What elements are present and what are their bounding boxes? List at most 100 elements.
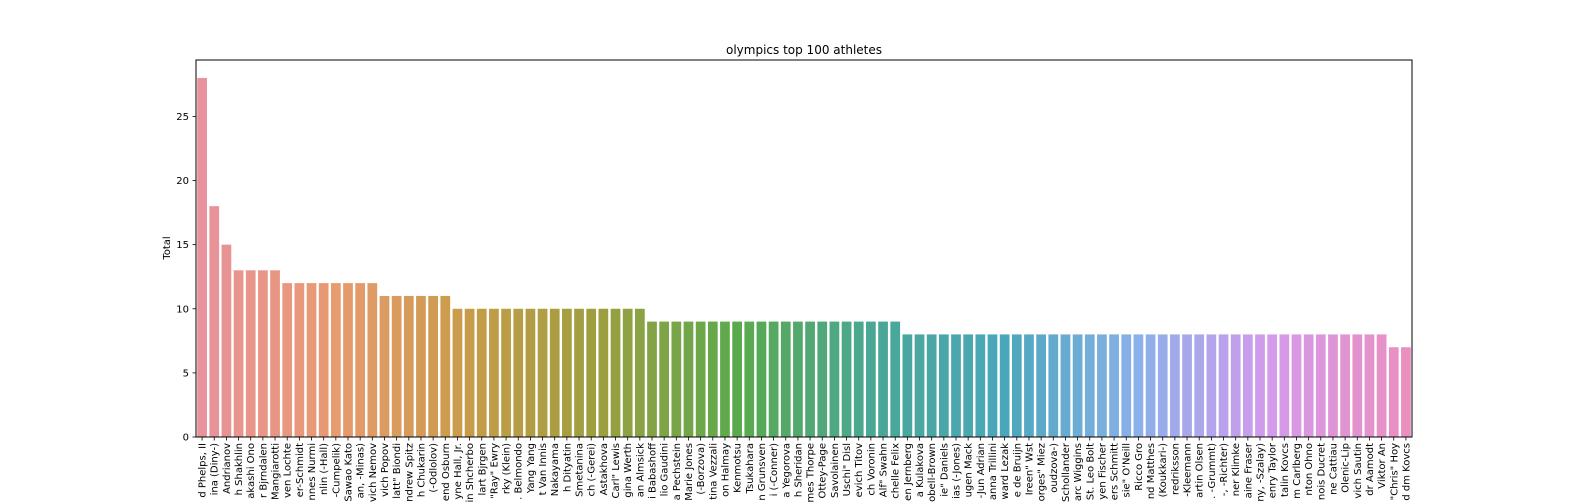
bar-37 — [647, 321, 657, 437]
y-tick-label-5: 25 — [176, 112, 189, 123]
bar-1 — [209, 206, 220, 437]
x-tick-label-53: Uschi" Disl — [842, 443, 853, 496]
x-tick-label-97: Viktor An — [1377, 443, 1388, 489]
y-tick-label-3: 15 — [176, 240, 189, 251]
x-tick-label-85: ner Klimke — [1231, 443, 1242, 496]
bar-90 — [1291, 334, 1302, 437]
bar-91 — [1303, 334, 1314, 437]
x-tick-label-32: ch (-Gerei) — [587, 443, 598, 497]
x-tick-label-43: on Halmay — [720, 443, 731, 497]
x-tick-label-31: Smetanina — [575, 443, 586, 497]
x-tick-label-48: a Yegorova — [781, 443, 792, 498]
bar-59 — [914, 334, 925, 437]
bar-86 — [1242, 334, 1253, 437]
bar-12 — [343, 283, 353, 437]
bar-68 — [1024, 334, 1034, 437]
bar-20 — [440, 295, 451, 437]
bar-76 — [1121, 334, 1132, 437]
bar-17 — [403, 295, 414, 437]
bar-49 — [793, 321, 803, 437]
bar-96 — [1364, 334, 1375, 437]
x-tick-label-84: -, -Richter) — [1219, 443, 1230, 496]
y-axis-label: Total — [162, 236, 173, 260]
x-tick-label-7: ven Lochte — [283, 443, 294, 498]
bar-88 — [1267, 334, 1278, 437]
bar-47 — [768, 321, 779, 437]
bar-30 — [562, 308, 572, 437]
bar-3 — [233, 270, 244, 437]
bar-98 — [1388, 347, 1399, 437]
x-tick-label-54: evich Titov — [854, 443, 865, 497]
x-tick-label-25: rky (Klein) — [502, 443, 513, 494]
x-tick-label-11: -Cumpelik) — [331, 443, 342, 498]
x-tick-label-26: . Belmondo — [514, 443, 525, 500]
x-tick-label-75: ers Schmitt — [1110, 443, 1121, 500]
bar-8 — [294, 283, 305, 437]
x-tick-label-79: (Koukkari-) — [1158, 443, 1169, 497]
x-tick-label-96: dr Aamodt — [1365, 443, 1376, 496]
bar-45 — [744, 321, 755, 437]
bar-75 — [1109, 334, 1119, 437]
bar-54 — [853, 321, 864, 437]
x-tick-label-55: ch Voronin — [866, 443, 877, 496]
bar-34 — [610, 308, 621, 437]
x-tick-label-0: d Phelps, II — [198, 443, 209, 498]
x-tick-label-13: an, -Minas) — [356, 443, 367, 499]
plot-frame — [195, 59, 1413, 438]
bar-62 — [951, 334, 961, 437]
y-tick-label-1: 5 — [183, 368, 189, 379]
x-tick-label-64: -Jun Adrian — [976, 443, 987, 498]
bar-97 — [1376, 334, 1387, 437]
bar-13 — [355, 283, 366, 437]
x-tick-label-39: a Pechstein — [672, 443, 683, 500]
bar-65 — [987, 334, 998, 437]
x-tick-label-59: a Kulakova — [915, 443, 926, 497]
y-ticks-group: 0 5 10 15 20 25 — [176, 112, 196, 444]
bar-35 — [622, 308, 633, 437]
bar-78 — [1145, 334, 1156, 437]
x-tick-label-24: "Ray" Ewry — [489, 443, 500, 499]
x-tick-label-17: ndrew Spitz — [404, 443, 415, 502]
x-tick-label-69: orges" Miez — [1037, 443, 1048, 501]
bar-14 — [367, 283, 378, 437]
x-tick-label-14: vich Nemov — [368, 443, 379, 502]
bar-43 — [720, 321, 730, 437]
x-tick-label-8: er-Schmidt — [295, 443, 306, 497]
bar-70 — [1048, 334, 1059, 437]
x-tick-label-28: t Van Innis — [538, 443, 549, 495]
x-tick-label-95: vich Sautin — [1353, 443, 1364, 499]
x-tick-label-90: m Carlberg — [1292, 443, 1303, 499]
bar-29 — [549, 308, 560, 437]
x-tick-label-23: lart Bjrgen — [477, 443, 488, 496]
bar-53 — [841, 321, 852, 437]
x-tick-label-82: artin Olsen — [1195, 443, 1206, 498]
x-tick-label-77: Ricco Gro — [1134, 443, 1145, 491]
x-ticks-group: d Phelps, II ina (Diny-) Andrianov h Shakhl… — [198, 437, 1412, 503]
x-tick-label-2: Andrianov — [222, 443, 233, 494]
x-tick-label-44: Kenmotsu — [733, 443, 744, 493]
x-tick-label-74: yen Fischer — [1097, 442, 1108, 500]
x-tick-label-16: latt" Biondi — [392, 443, 403, 499]
x-tick-label-22: in Shcherbo — [465, 443, 476, 503]
x-tick-label-70: oudzova-) — [1049, 443, 1060, 493]
x-tick-label-46: n Grunsven — [757, 443, 768, 501]
x-tick-label-60: obell-Brown — [927, 443, 938, 502]
bar-56 — [878, 321, 888, 437]
bar-71 — [1060, 334, 1071, 437]
x-tick-label-34: Carl" Lewis — [611, 443, 622, 499]
bar-92 — [1315, 334, 1326, 437]
x-tick-label-12: Sawao Kato — [344, 443, 355, 502]
x-tick-label-91: nton Ohno — [1304, 443, 1315, 496]
bar-48 — [780, 321, 791, 437]
bar-72 — [1072, 334, 1083, 437]
x-tick-label-4: akashi Ono — [246, 443, 257, 499]
bar-77 — [1133, 334, 1144, 437]
bar-36 — [634, 308, 645, 437]
x-tick-label-92: nois Ducret — [1316, 443, 1327, 500]
x-tick-label-67: e de Bruijn — [1012, 443, 1023, 497]
bar-5 — [258, 270, 268, 437]
bar-85 — [1230, 334, 1241, 437]
x-tick-label-63: ugen Mack — [964, 443, 975, 498]
